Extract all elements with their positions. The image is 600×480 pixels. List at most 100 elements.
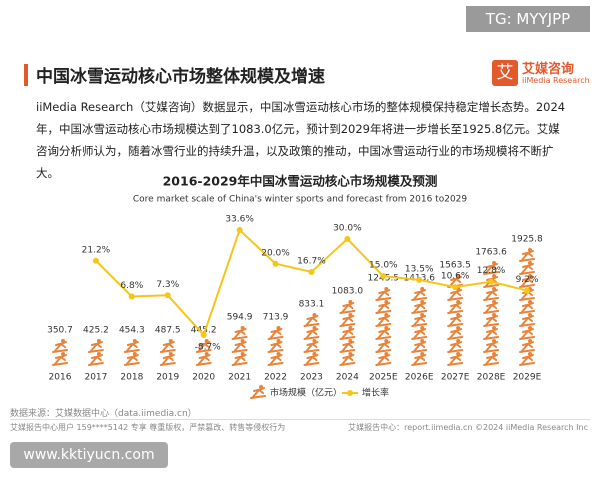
value-label: 9.2%	[516, 275, 539, 285]
skier-icon	[231, 354, 248, 366]
skier-icon	[339, 315, 356, 327]
skier-icon	[123, 354, 140, 366]
skier-icon	[411, 328, 428, 340]
x-tick-label: 2018	[120, 373, 143, 383]
skier-icon	[195, 354, 212, 366]
logo-icon: 艾	[492, 60, 518, 86]
bar	[231, 326, 248, 366]
legend-label: 增长率	[362, 387, 389, 399]
value-label: 33.6%	[225, 215, 254, 225]
skier-icon	[123, 341, 140, 353]
skier-icon	[447, 354, 464, 366]
skier-icon	[519, 315, 535, 327]
skier-icon	[267, 341, 284, 353]
point	[524, 287, 530, 294]
divider	[10, 419, 590, 420]
skier-icon	[411, 315, 428, 327]
skier-icon	[411, 354, 428, 366]
value-label: 15.0%	[369, 261, 398, 271]
value-label: 1763.6	[475, 248, 507, 258]
value-label: -8.7%	[195, 343, 222, 353]
point	[344, 235, 351, 242]
x-tick-label: 2021	[228, 373, 251, 383]
skier-icon	[339, 341, 356, 353]
skier-icon	[483, 289, 500, 301]
x-tick-label: 2020	[192, 373, 215, 383]
chart-title: 2016-2029年中国冰雪运动核心市场规模及预测	[163, 174, 438, 189]
skier-icon	[447, 302, 464, 314]
x-tick-label: 2027E	[441, 373, 470, 383]
x-tick-label: 2019	[156, 373, 179, 383]
value-label: 1083.0	[332, 287, 364, 297]
value-label: 1563.5	[439, 261, 471, 271]
x-tick-label: 2028E	[477, 373, 506, 383]
skier-icon	[87, 354, 104, 366]
bar	[411, 287, 428, 366]
x-tick-label: 2016	[49, 373, 72, 383]
logo-text: iiMedia Research	[522, 76, 590, 85]
skier-icon	[375, 341, 392, 353]
bar	[339, 300, 356, 366]
skier-icon	[411, 302, 428, 314]
point	[380, 273, 387, 280]
x-tick-label: 2022	[264, 373, 287, 383]
skier-icon	[303, 328, 320, 340]
legend: 市场规模（亿元） 增长率	[250, 385, 389, 399]
title-accent	[24, 64, 28, 86]
point	[308, 268, 315, 275]
value-label: 13.5%	[405, 264, 434, 274]
skier-icon	[447, 276, 464, 288]
skier-icon	[267, 354, 284, 366]
skier-icon	[411, 289, 428, 301]
x-tick-label: 2017	[84, 373, 107, 383]
watermark: www.kktiyucn.com	[10, 442, 168, 468]
x-tick-label: 2023	[300, 373, 323, 383]
skier-icon	[483, 341, 500, 353]
skier-icon	[375, 328, 392, 340]
skier-icon	[483, 328, 500, 340]
logo-text: 艾媒咨询	[522, 62, 575, 77]
bar	[195, 339, 212, 366]
value-label: 12.8%	[477, 266, 506, 276]
chart: 2016-2029年中国冰雪运动核心市场规模及预测 Core market sc…	[47, 174, 543, 399]
skier-icon	[375, 315, 392, 327]
skier-icon	[375, 302, 392, 314]
skier-icon	[339, 354, 356, 366]
bar	[303, 313, 320, 366]
skier-icon	[231, 341, 248, 353]
bar	[519, 248, 535, 366]
skier-icon	[303, 341, 320, 353]
x-tick-label: 2026E	[405, 373, 434, 383]
skier-icon	[339, 328, 356, 340]
value-label: 833.1	[299, 300, 325, 310]
skier-icon	[447, 341, 464, 353]
point	[236, 227, 243, 233]
skier-icon	[447, 328, 464, 340]
skier-icon	[483, 354, 500, 366]
bar	[123, 339, 140, 366]
skier-icon	[519, 354, 535, 366]
skier-icon	[267, 328, 284, 340]
skier-icon	[519, 341, 535, 353]
skier-icon	[483, 302, 500, 314]
value-label: 7.3%	[156, 280, 179, 290]
skier-icon	[519, 276, 535, 288]
skier-icon	[519, 328, 535, 340]
skier-icon	[87, 341, 104, 353]
skier-icon	[159, 341, 176, 353]
skier-icon	[159, 354, 176, 366]
value-label: 350.7	[47, 326, 73, 336]
skier-icon	[375, 289, 392, 301]
skier-icon	[52, 354, 68, 366]
point	[416, 276, 423, 283]
skier-icon	[303, 354, 320, 366]
skier-icon	[519, 302, 535, 314]
legend-swatch	[347, 390, 353, 396]
watermark: TG: MYYJPP	[466, 6, 590, 32]
bar	[159, 339, 176, 366]
value-label: 445.2	[191, 326, 217, 336]
value-label: 21.2%	[82, 245, 111, 255]
value-label: 6.8%	[120, 281, 143, 291]
point	[164, 292, 171, 299]
